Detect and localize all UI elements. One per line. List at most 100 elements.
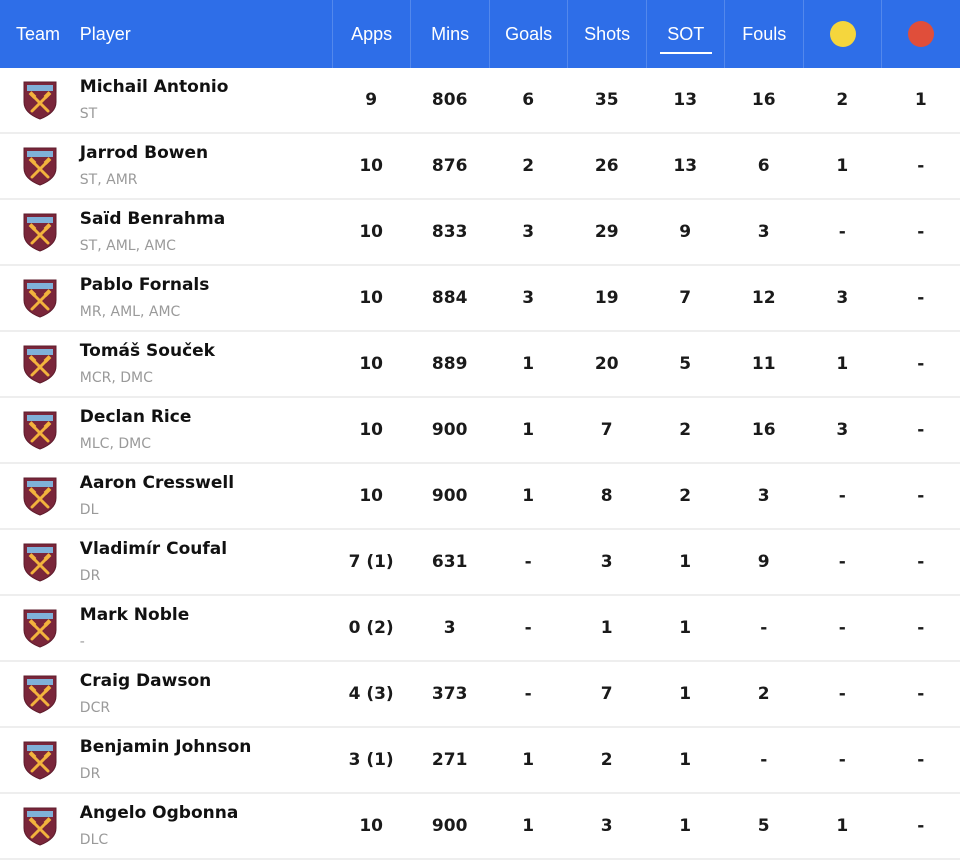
apps-value: 10 (359, 816, 383, 836)
table-row[interactable]: Vladimír Coufal DR 7 (1) 631 - 3 1 9 - - (0, 530, 960, 596)
player-name[interactable]: Angelo Ogbonna (79, 803, 239, 823)
table-row[interactable]: Declan Rice MLC, DMC 10 900 1 7 2 16 3 - (0, 398, 960, 464)
player-positions: DL (79, 502, 99, 518)
apps-value: 3 (1) (348, 750, 394, 770)
goals-value: 1 (522, 354, 535, 374)
player-name[interactable]: Tomáš Souček (79, 341, 215, 361)
player-positions: MCR, DMC (79, 370, 153, 386)
player-positions: DR (79, 766, 101, 782)
table-row[interactable]: Benjamin Johnson DR 3 (1) 271 1 2 1 - - … (0, 728, 960, 794)
table-row[interactable]: Saïd Benrahma ST, AML, AMC 10 833 3 29 9… (0, 200, 960, 266)
sot-value: 1 (679, 618, 692, 638)
player-cell: Angelo Ogbonna DLC (78, 794, 332, 858)
player-name[interactable]: Pablo Fornals (79, 275, 210, 295)
column-header-sot[interactable]: SOT (645, 0, 725, 68)
team-cell (0, 398, 78, 462)
column-header-red-cards[interactable] (881, 0, 960, 68)
west-ham-crest-icon (23, 213, 57, 252)
column-header-yellow-cards[interactable] (802, 0, 882, 68)
player-name[interactable]: Mark Noble (79, 605, 190, 625)
player-positions: MR, AML, AMC (79, 304, 181, 320)
west-ham-crest-icon (23, 543, 57, 582)
player-name[interactable]: Michail Antonio (79, 77, 229, 97)
column-header-shots[interactable]: Shots (567, 0, 646, 68)
column-header-mins[interactable]: Mins (410, 0, 489, 68)
shots-value: 3 (600, 816, 613, 836)
shots-value: 35 (594, 90, 619, 110)
table-row[interactable]: Craig Dawson DCR 4 (3) 373 - 7 1 2 - - (0, 662, 960, 728)
shots-value: 19 (594, 288, 619, 308)
player-name[interactable]: Vladimír Coufal (79, 539, 228, 559)
mins-value: 889 (431, 354, 468, 374)
sot-value: 1 (679, 750, 692, 770)
shots-value: 7 (600, 420, 613, 440)
mins-value: 806 (431, 90, 468, 110)
fouls-value: - (760, 750, 768, 770)
team-cell (0, 662, 78, 726)
fouls-value: 12 (751, 288, 776, 308)
player-cell: Jarrod Bowen ST, AMR (78, 134, 332, 198)
player-name[interactable]: Benjamin Johnson (79, 737, 252, 757)
yellow-cards-value: - (838, 684, 846, 704)
yellow-cards-value: 1 (836, 156, 849, 176)
player-name[interactable]: Declan Rice (79, 407, 192, 427)
player-name[interactable]: Craig Dawson (79, 671, 212, 691)
shots-value: 26 (594, 156, 619, 176)
team-cell (0, 332, 78, 396)
table-row[interactable]: Pablo Fornals MR, AML, AMC 10 884 3 19 7… (0, 266, 960, 332)
sot-value: 2 (679, 420, 692, 440)
yellow-cards-value: 2 (836, 90, 849, 110)
column-header-fouls[interactable]: Fouls (724, 0, 803, 68)
column-header-player[interactable]: Player (79, 23, 131, 44)
sot-value: 2 (679, 486, 692, 506)
player-positions: ST, AMR (79, 172, 138, 188)
yellow-cards-value: - (838, 618, 846, 638)
team-cell (0, 200, 78, 264)
column-header-team[interactable]: Team (16, 23, 61, 44)
mins-value: 900 (431, 420, 468, 440)
player-positions: - (79, 634, 85, 650)
west-ham-crest-icon (23, 609, 57, 648)
red-cards-value: - (917, 354, 925, 374)
fouls-value: - (760, 618, 768, 638)
goals-value: 1 (522, 816, 535, 836)
red-cards-value: - (917, 618, 925, 638)
table-row[interactable]: Angelo Ogbonna DLC 10 900 1 3 1 5 1 - (0, 794, 960, 860)
red-card-icon (908, 21, 935, 47)
red-cards-value: - (917, 684, 925, 704)
table-row[interactable]: Jarrod Bowen ST, AMR 10 876 2 26 13 6 1 … (0, 134, 960, 200)
table-row[interactable]: Michail Antonio ST 9 806 6 35 13 16 2 1 (0, 68, 960, 134)
apps-value: 10 (359, 354, 383, 374)
player-cell: Vladimír Coufal DR (78, 530, 332, 594)
sot-value: 1 (679, 552, 692, 572)
mins-value: 3 (443, 618, 456, 638)
sot-value: 1 (679, 684, 692, 704)
shots-value: 20 (594, 354, 619, 374)
table-row[interactable]: Mark Noble - 0 (2) 3 - 1 1 - - - (0, 596, 960, 662)
player-positions: DCR (79, 700, 111, 716)
goals-value: - (524, 618, 532, 638)
table-row[interactable]: Tomáš Souček MCR, DMC 10 889 1 20 5 11 1… (0, 332, 960, 398)
player-cell: Michail Antonio ST (78, 68, 332, 132)
team-cell (0, 794, 78, 858)
apps-value: 10 (359, 156, 383, 176)
table-row[interactable]: Aaron Cresswell DL 10 900 1 8 2 3 - - (0, 464, 960, 530)
player-name[interactable]: Saïd Benrahma (79, 209, 226, 229)
west-ham-crest-icon (23, 741, 57, 780)
red-cards-value: 1 (914, 90, 927, 110)
sot-value: 9 (679, 222, 692, 242)
apps-value: 10 (359, 222, 383, 242)
player-positions: ST, AML, AMC (79, 238, 176, 254)
team-cell (0, 68, 78, 132)
west-ham-crest-icon (23, 675, 57, 714)
player-name[interactable]: Aaron Cresswell (79, 473, 235, 493)
player-cell: Tomáš Souček MCR, DMC (78, 332, 332, 396)
column-header-goals[interactable]: Goals (488, 0, 568, 68)
goals-value: 1 (522, 486, 535, 506)
table-body: Michail Antonio ST 9 806 6 35 13 16 2 1 … (0, 68, 960, 860)
mins-value: 631 (431, 552, 468, 572)
column-header-apps[interactable]: Apps (331, 0, 411, 68)
shots-value: 3 (600, 552, 613, 572)
player-name[interactable]: Jarrod Bowen (79, 143, 209, 163)
shots-value: 7 (600, 684, 613, 704)
